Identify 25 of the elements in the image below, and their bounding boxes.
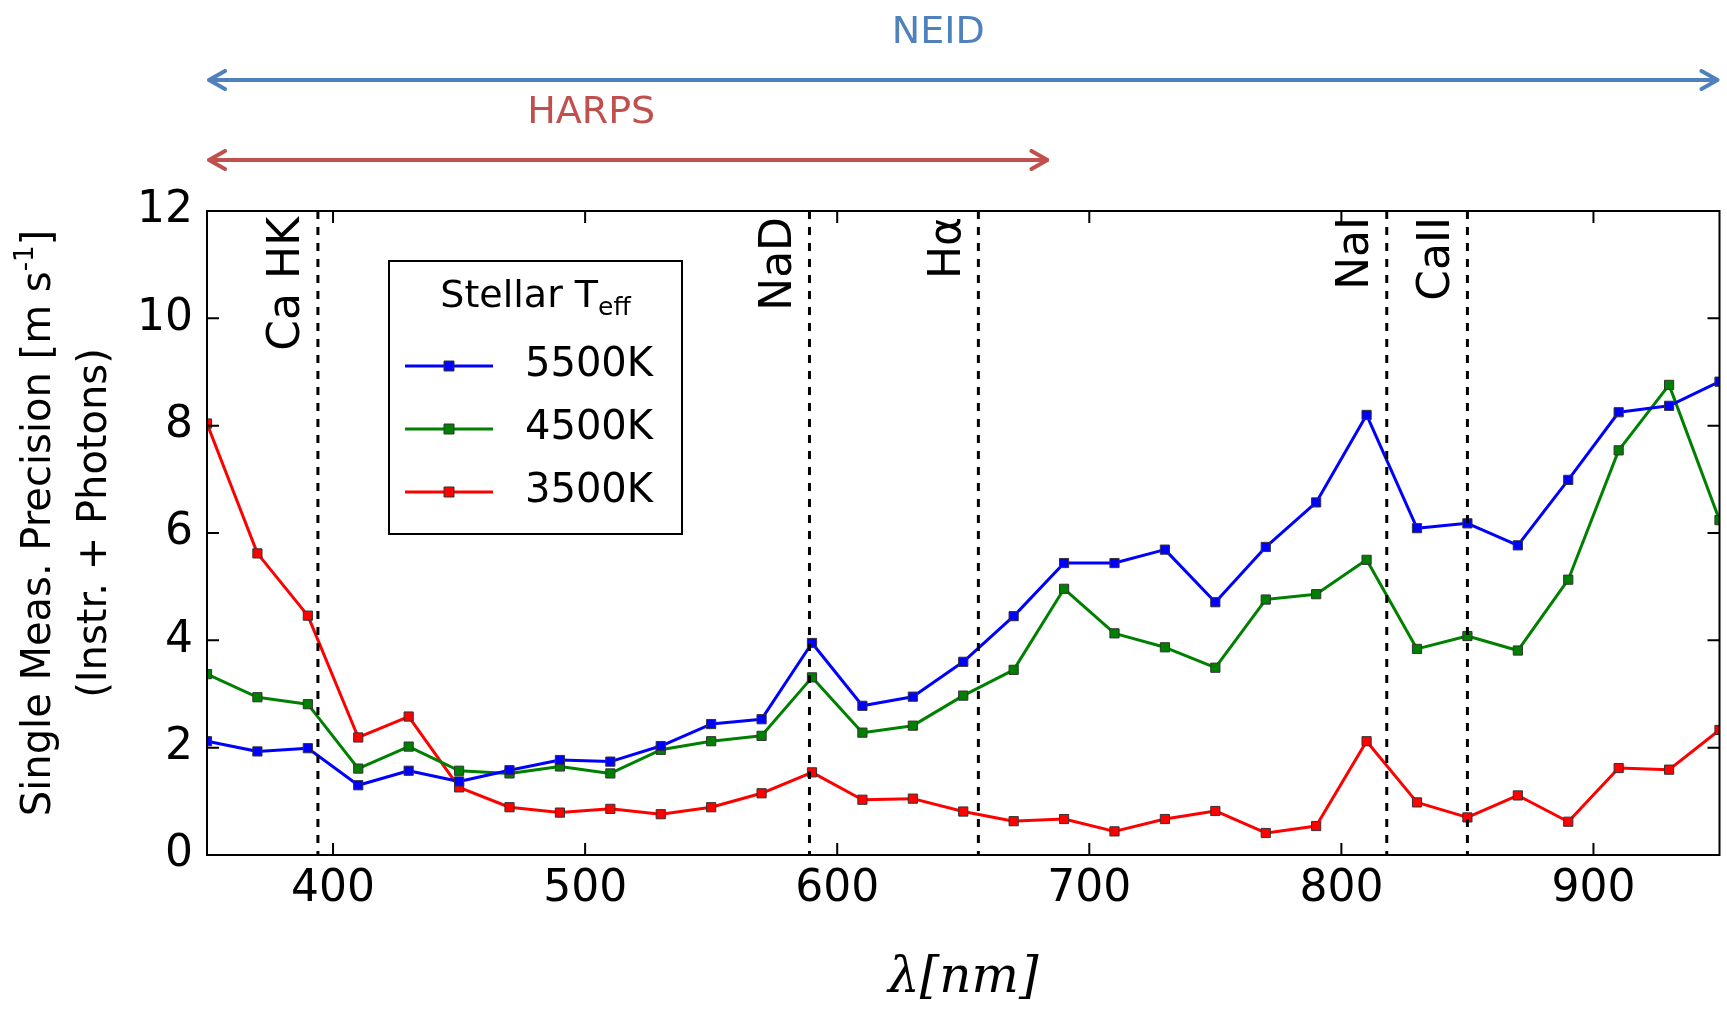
text: HARPS bbox=[527, 87, 656, 132]
x-tick-label: 400 bbox=[291, 859, 376, 911]
ref-line-label: NaD bbox=[749, 217, 801, 311]
y-tick-label: 0 bbox=[165, 825, 193, 877]
y-tick-label: 6 bbox=[165, 503, 193, 555]
y-tick-label: 8 bbox=[165, 396, 193, 448]
y-tick-label: 10 bbox=[137, 288, 193, 340]
legend-label: 4500K bbox=[525, 402, 655, 449]
y-tick-label: 12 bbox=[137, 181, 193, 233]
x-axis-title: λ[nm] bbox=[886, 945, 1039, 1004]
legend-label: 3500K bbox=[525, 465, 655, 512]
x-tick-label: 900 bbox=[1551, 859, 1636, 911]
x-tick-label: 700 bbox=[1047, 859, 1132, 911]
ref-line-label: CaII bbox=[1407, 217, 1459, 301]
text: NEID bbox=[891, 7, 985, 52]
x-tick-label: 600 bbox=[795, 859, 880, 911]
text: Single Meas. Precision [m s-1] (Instr. + Photons) bbox=[8, 229, 116, 817]
x-tick-label: 800 bbox=[1299, 859, 1384, 911]
y-tick-label: 2 bbox=[165, 718, 193, 770]
ref-line-label: NaI bbox=[1327, 217, 1379, 290]
y-tick-label: 4 bbox=[165, 610, 193, 662]
legend-label: 5500K bbox=[525, 339, 655, 386]
x-tick-label: 500 bbox=[543, 859, 628, 911]
ref-line-label: Hα bbox=[918, 217, 970, 280]
ref-line-label: Ca HK bbox=[258, 215, 310, 351]
